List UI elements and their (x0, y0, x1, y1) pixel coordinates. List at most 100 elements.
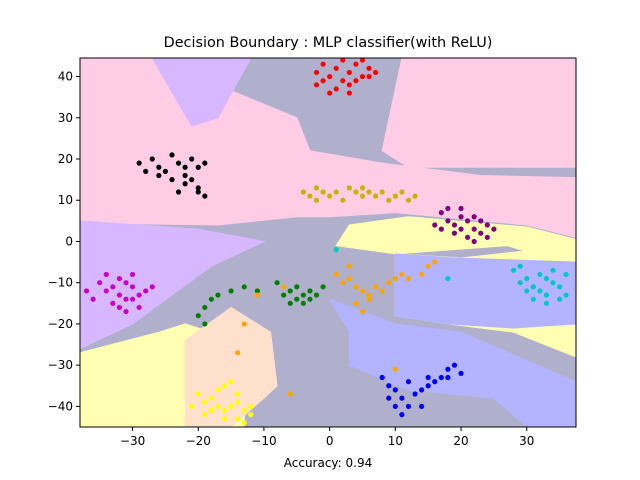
data-point-class-1 (162, 168, 169, 174)
decision-region-3 (151, 58, 252, 127)
data-point-class-4 (116, 275, 123, 282)
scatter-points (83, 58, 569, 426)
data-point-class-5 (195, 313, 201, 319)
data-point-class-3 (484, 234, 490, 240)
data-point-class-8 (425, 374, 431, 381)
data-point-class-5 (307, 296, 313, 302)
data-point-class-1 (136, 160, 142, 166)
data-point-class-8 (419, 387, 425, 393)
data-point-class-0 (327, 73, 333, 80)
data-point-class-7 (510, 267, 517, 273)
data-point-class-1 (175, 189, 182, 195)
data-point-class-7 (543, 300, 550, 306)
data-point-class-5 (228, 288, 234, 294)
data-point-class-2 (379, 189, 385, 195)
data-point-class-6 (373, 284, 379, 290)
data-point-class-1 (156, 164, 162, 170)
y-tick-label: 20 (58, 152, 73, 166)
data-point-class-1 (169, 152, 175, 158)
data-point-class-6 (386, 280, 392, 286)
data-point-class-5 (281, 292, 287, 298)
data-point-class-9 (208, 395, 214, 401)
x-tick-label: 30 (519, 434, 534, 448)
data-point-class-4 (129, 271, 136, 278)
data-point-class-0 (359, 73, 366, 80)
data-point-class-2 (366, 189, 372, 195)
data-point-class-8 (392, 403, 398, 409)
data-point-class-4 (123, 280, 129, 286)
data-point-class-7 (524, 275, 530, 282)
data-point-class-1 (143, 168, 149, 174)
data-point-class-4 (136, 304, 142, 311)
data-point-class-4 (83, 288, 90, 294)
data-point-class-3 (465, 218, 471, 224)
data-point-class-2 (399, 189, 405, 195)
decision-region-9 (184, 306, 278, 427)
data-point-class-9 (215, 403, 221, 409)
data-point-class-6 (405, 275, 412, 282)
data-point-class-3 (458, 226, 464, 232)
data-point-class-0 (333, 86, 339, 92)
data-point-class-6 (346, 275, 352, 282)
data-point-class-7 (517, 263, 523, 269)
data-point-class-7 (537, 288, 543, 294)
x-tick-label: −20 (186, 434, 211, 448)
data-point-class-2 (373, 193, 379, 199)
data-point-class-2 (313, 185, 320, 191)
data-point-class-4 (123, 308, 129, 315)
data-point-class-1 (169, 177, 175, 183)
chart-title: Decision Boundary : MLP classifier(with … (164, 35, 493, 51)
data-point-class-0 (346, 69, 352, 76)
y-tick-label: 0 (65, 234, 73, 248)
data-point-class-3 (478, 230, 484, 236)
data-point-class-5 (294, 284, 300, 290)
data-point-class-3 (458, 214, 464, 220)
data-point-class-6 (359, 288, 366, 294)
data-point-class-7 (563, 271, 569, 278)
data-point-class-6 (346, 263, 352, 269)
data-point-class-4 (103, 271, 109, 278)
y-tick-label: −30 (48, 358, 73, 372)
y-tick-label: 10 (58, 193, 73, 207)
data-point-class-9 (189, 403, 195, 409)
data-point-class-2 (320, 189, 326, 195)
data-point-class-6 (340, 280, 346, 286)
data-point-class-2 (333, 189, 339, 195)
data-point-class-9 (202, 399, 208, 405)
data-point-class-5 (287, 300, 293, 306)
data-point-class-4 (97, 280, 103, 286)
decision-region-2 (381, 58, 576, 168)
x-axis-ticks: −30 −20 −10 0 10 20 30 (120, 427, 534, 448)
data-point-class-5 (287, 288, 293, 294)
data-point-class-3 (445, 218, 451, 224)
data-point-class-7 (556, 296, 563, 302)
data-point-class-9 (248, 403, 254, 409)
data-point-class-0 (327, 90, 333, 96)
data-point-class-4 (110, 284, 116, 290)
data-point-class-0 (346, 90, 352, 96)
data-point-class-4 (116, 304, 123, 311)
data-point-class-7 (530, 296, 536, 302)
data-point-class-1 (189, 177, 195, 183)
data-point-class-2 (340, 197, 346, 203)
data-point-class-2 (346, 185, 352, 191)
data-point-class-8 (386, 395, 392, 401)
data-point-class-5 (300, 292, 306, 298)
y-tick-label: 30 (58, 111, 73, 125)
data-point-class-3 (471, 214, 477, 220)
x-tick-label: 0 (326, 434, 334, 448)
data-point-class-0 (340, 58, 346, 63)
data-point-class-8 (445, 366, 451, 372)
data-point-class-9 (235, 416, 241, 422)
data-point-class-3 (478, 218, 484, 224)
data-point-class-6 (359, 308, 366, 315)
data-point-class-8 (405, 403, 412, 409)
data-point-class-6 (333, 271, 339, 278)
data-point-class-8 (425, 383, 431, 389)
data-point-class-2 (313, 197, 320, 203)
data-point-class-7 (563, 292, 569, 298)
data-point-class-5 (274, 280, 280, 286)
data-point-class-4 (143, 288, 149, 294)
data-point-class-2 (307, 193, 313, 199)
